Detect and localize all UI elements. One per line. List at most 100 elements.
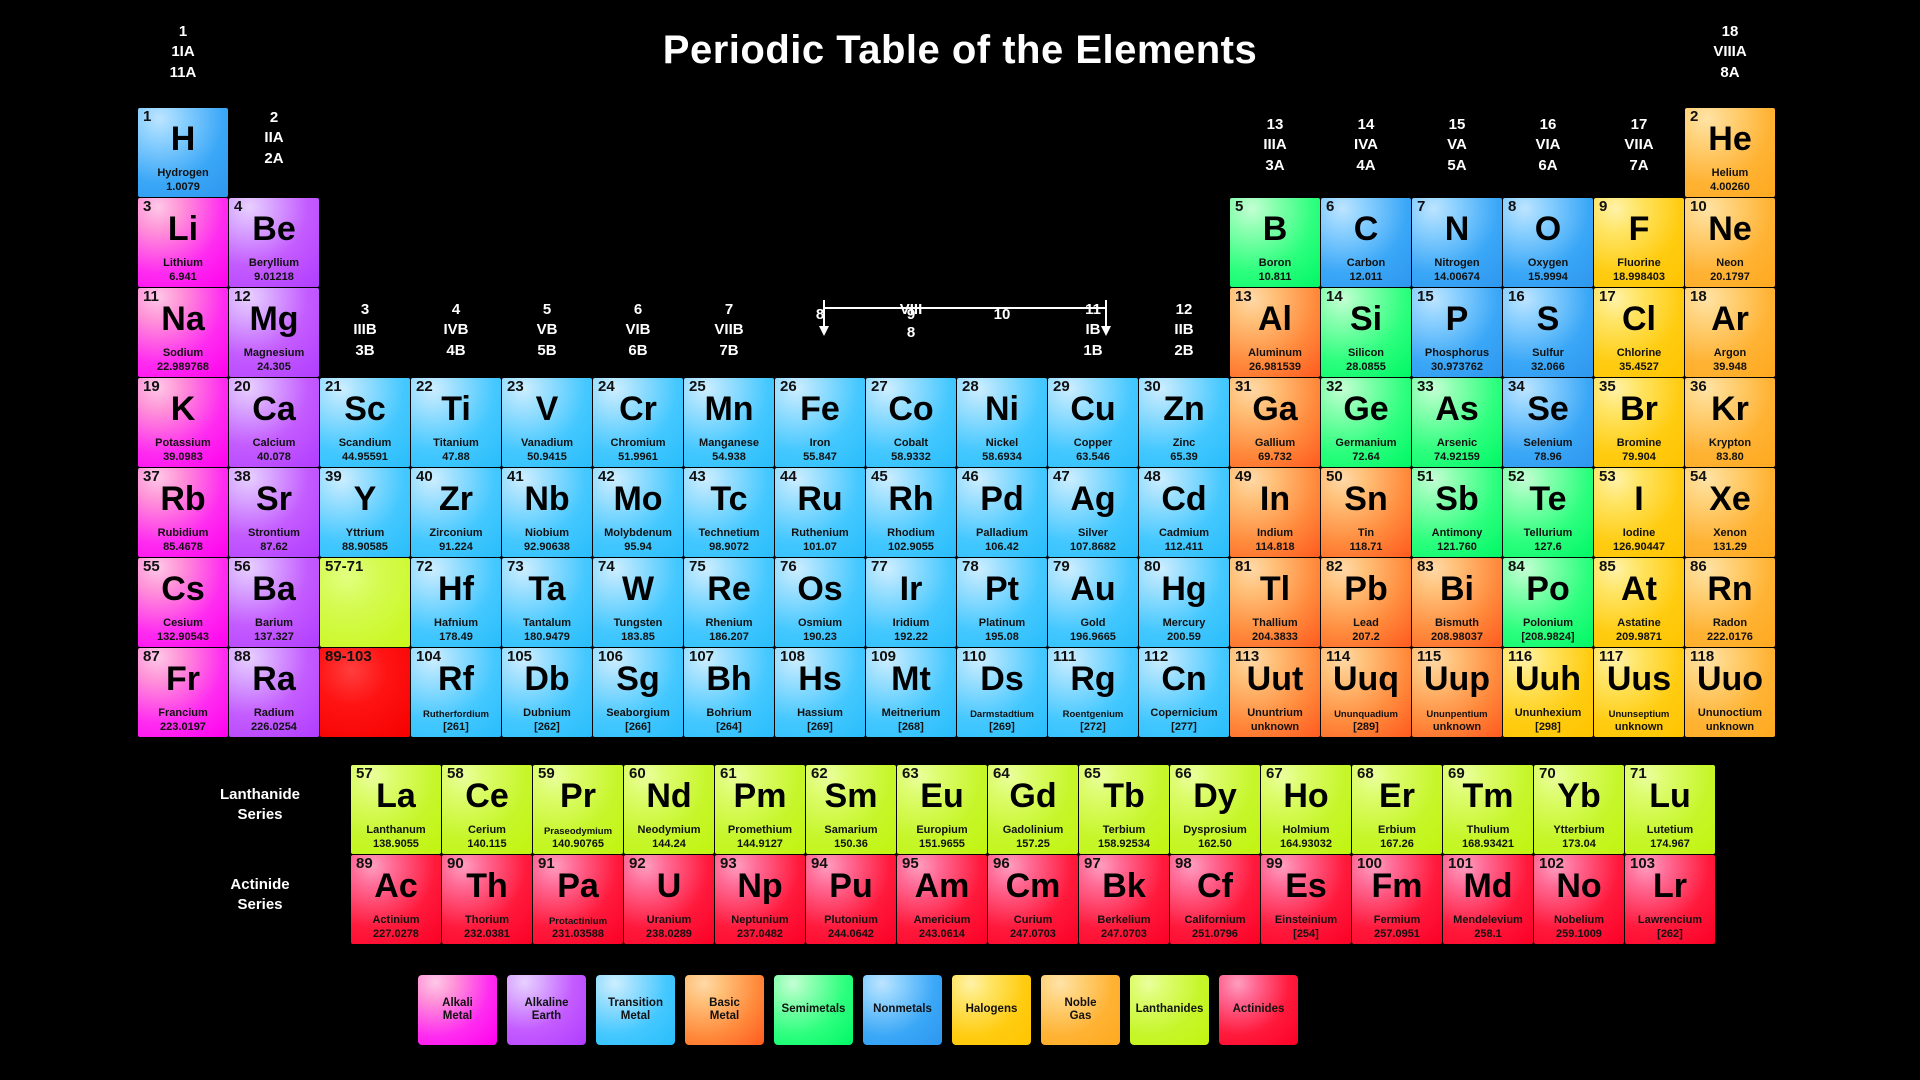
element-cell-re[interactable]: 75 Re Rhenium 186.207 [684,558,774,647]
legend-alkali-metal[interactable]: Alkali Metal [418,975,497,1045]
element-cell-nb[interactable]: 41 Nb Niobium 92.90638 [502,468,592,557]
element-cell-hs[interactable]: 108 Hs Hassium [269] [775,648,865,737]
element-cell-uuo[interactable]: 118 Uuo Ununoctium unknown [1685,648,1775,737]
element-cell-tc[interactable]: 43 Tc Technetium 98.9072 [684,468,774,557]
element-cell-sc[interactable]: 21 Sc Scandium 44.95591 [320,378,410,467]
element-cell-sn[interactable]: 50 Sn Tin 118.71 [1321,468,1411,557]
element-cell-pa[interactable]: 91 Pa Protactinium 231.03588 [533,855,623,944]
element-cell-ho[interactable]: 67 Ho Holmium 164.93032 [1261,765,1351,854]
element-cell-si[interactable]: 14 Si Silicon 28.0855 [1321,288,1411,377]
element-cell-w[interactable]: 74 W Tungsten 183.85 [593,558,683,647]
element-cell-te[interactable]: 52 Te Tellurium 127.6 [1503,468,1593,557]
element-cell-fm[interactable]: 100 Fm Fermium 257.0951 [1352,855,1442,944]
element-cell-sg[interactable]: 106 Sg Seaborgium [266] [593,648,683,737]
element-cell-cu[interactable]: 29 Cu Copper 63.546 [1048,378,1138,467]
element-cell-am[interactable]: 95 Am Americium 243.0614 [897,855,987,944]
element-cell-al[interactable]: 13 Al Aluminum 26.981539 [1230,288,1320,377]
element-cell-pr[interactable]: 59 Pr Praseodymium 140.90765 [533,765,623,854]
element-cell-cf[interactable]: 98 Cf Californium 251.0796 [1170,855,1260,944]
element-cell-lr[interactable]: 103 Lr Lawrencium [262] [1625,855,1715,944]
element-cell-tb[interactable]: 65 Tb Terbium 158.92534 [1079,765,1169,854]
element-cell-rh[interactable]: 45 Rh Rhodium 102.9055 [866,468,956,557]
element-cell-la[interactable]: 57 La Lanthanum 138.9055 [351,765,441,854]
element-cell-rb[interactable]: 37 Rb Rubidium 85.4678 [138,468,228,557]
element-cell-sm[interactable]: 62 Sm Samarium 150.36 [806,765,896,854]
element-cell-er[interactable]: 68 Er Erbium 167.26 [1352,765,1442,854]
element-cell-ba[interactable]: 56 Ba Barium 137.327 [229,558,319,647]
element-cell-dy[interactable]: 66 Dy Dysprosium 162.50 [1170,765,1260,854]
element-cell-th[interactable]: 90 Th Thorium 232.0381 [442,855,532,944]
element-cell-uup[interactable]: 115 Uup Ununpentium unknown [1412,648,1502,737]
element-cell-gd[interactable]: 64 Gd Gadolinium 157.25 [988,765,1078,854]
element-cell-cd[interactable]: 48 Cd Cadmium 112.411 [1139,468,1229,557]
element-cell-s[interactable]: 16 S Sulfur 32.066 [1503,288,1593,377]
element-cell-os[interactable]: 76 Os Osmium 190.23 [775,558,865,647]
element-cell-ce[interactable]: 58 Ce Cerium 140.115 [442,765,532,854]
element-cell-li[interactable]: 3 Li Lithium 6.941 [138,198,228,287]
element-cell-p[interactable]: 15 P Phosphorus 30.973762 [1412,288,1502,377]
element-cell-ge[interactable]: 32 Ge Germanium 72.64 [1321,378,1411,467]
element-cell-h[interactable]: 1 H Hydrogen 1.0079 [138,108,228,197]
legend-basic-metal[interactable]: Basic Metal [685,975,764,1045]
element-cell-y[interactable]: 39 Y Yttrium 88.90585 [320,468,410,557]
element-cell-sb[interactable]: 51 Sb Antimony 121.760 [1412,468,1502,557]
element-cell-cr[interactable]: 24 Cr Chromium 51.9961 [593,378,683,467]
element-cell-np[interactable]: 93 Np Neptunium 237.0482 [715,855,805,944]
element-cell-ca[interactable]: 20 Ca Calcium 40.078 [229,378,319,467]
element-cell-ra[interactable]: 88 Ra Radium 226.0254 [229,648,319,737]
legend-alkaline-earth[interactable]: Alkaline Earth [507,975,586,1045]
element-cell-pb[interactable]: 82 Pb Lead 207.2 [1321,558,1411,647]
element-cell-ar[interactable]: 18 Ar Argon 39.948 [1685,288,1775,377]
element-cell-f[interactable]: 9 F Fluorine 18.998403 [1594,198,1684,287]
element-cell-at[interactable]: 85 At Astatine 209.9871 [1594,558,1684,647]
element-cell-bh[interactable]: 107 Bh Bohrium [264] [684,648,774,737]
element-cell-mn[interactable]: 25 Mn Manganese 54.938 [684,378,774,467]
legend-semimetals[interactable]: Semimetals [774,975,853,1045]
element-cell-kr[interactable]: 36 Kr Krypton 83.80 [1685,378,1775,467]
element-cell-bk[interactable]: 97 Bk Berkelium 247.0703 [1079,855,1169,944]
element-cell-co[interactable]: 27 Co Cobalt 58.9332 [866,378,956,467]
element-cell-ac[interactable]: 89 Ac Actinium 227.0278 [351,855,441,944]
element-cell-lu[interactable]: 71 Lu Lutetium 174.967 [1625,765,1715,854]
element-cell-cl[interactable]: 17 Cl Chlorine 35.4527 [1594,288,1684,377]
element-cell-ta[interactable]: 73 Ta Tantalum 180.9479 [502,558,592,647]
element-cell-au[interactable]: 79 Au Gold 196.9665 [1048,558,1138,647]
element-cell-fe[interactable]: 26 Fe Iron 55.847 [775,378,865,467]
element-cell-v[interactable]: 23 V Vanadium 50.9415 [502,378,592,467]
element-cell-ti[interactable]: 22 Ti Titanium 47.88 [411,378,501,467]
element-cell-rf[interactable]: 104 Rf Rutherfordium [261] [411,648,501,737]
element-cell-uut[interactable]: 113 Uut Ununtrium unknown [1230,648,1320,737]
element-cell-mo[interactable]: 42 Mo Molybdenum 95.94 [593,468,683,557]
element-cell-es[interactable]: 99 Es Einsteinium [254] [1261,855,1351,944]
element-cell-ds[interactable]: 110 Ds Darmstadtium [269] [957,648,1047,737]
legend-lanthanides[interactable]: Lanthanides [1130,975,1209,1045]
element-cell-no[interactable]: 102 No Nobelium 259.1009 [1534,855,1624,944]
element-cell-mt[interactable]: 109 Mt Meitnerium [268] [866,648,956,737]
element-cell-rn[interactable]: 86 Rn Radon 222.0176 [1685,558,1775,647]
element-cell-hg[interactable]: 80 Hg Mercury 200.59 [1139,558,1229,647]
element-cell-b[interactable]: 5 B Boron 10.811 [1230,198,1320,287]
element-cell-ag[interactable]: 47 Ag Silver 107.8682 [1048,468,1138,557]
element-cell-br[interactable]: 35 Br Bromine 79.904 [1594,378,1684,467]
element-range-89-103[interactable]: 89-103 [320,648,410,737]
element-cell-i[interactable]: 53 I Iodine 126.90447 [1594,468,1684,557]
element-cell-db[interactable]: 105 Db Dubnium [262] [502,648,592,737]
element-cell-ni[interactable]: 28 Ni Nickel 58.6934 [957,378,1047,467]
element-cell-be[interactable]: 4 Be Beryllium 9.01218 [229,198,319,287]
element-cell-eu[interactable]: 63 Eu Europium 151.9655 [897,765,987,854]
legend-nonmetals[interactable]: Nonmetals [863,975,942,1045]
element-cell-xe[interactable]: 54 Xe Xenon 131.29 [1685,468,1775,557]
element-cell-ga[interactable]: 31 Ga Gallium 69.732 [1230,378,1320,467]
element-cell-n[interactable]: 7 N Nitrogen 14.00674 [1412,198,1502,287]
element-cell-yb[interactable]: 70 Yb Ytterbium 173.04 [1534,765,1624,854]
element-cell-md[interactable]: 101 Md Mendelevium 258.1 [1443,855,1533,944]
element-cell-ne[interactable]: 10 Ne Neon 20.1797 [1685,198,1775,287]
element-cell-pm[interactable]: 61 Pm Promethium 144.9127 [715,765,805,854]
element-cell-pt[interactable]: 78 Pt Platinum 195.08 [957,558,1047,647]
element-cell-se[interactable]: 34 Se Selenium 78.96 [1503,378,1593,467]
element-cell-cm[interactable]: 96 Cm Curium 247.0703 [988,855,1078,944]
element-cell-zr[interactable]: 40 Zr Zirconium 91.224 [411,468,501,557]
element-cell-nd[interactable]: 60 Nd Neodymium 144.24 [624,765,714,854]
element-cell-uuq[interactable]: 114 Uuq Ununquadium [289] [1321,648,1411,737]
element-cell-uus[interactable]: 117 Uus Ununseptium unknown [1594,648,1684,737]
